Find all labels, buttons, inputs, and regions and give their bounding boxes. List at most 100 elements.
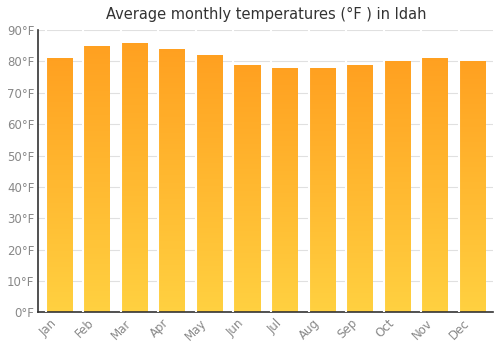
Bar xyxy=(346,285,373,288)
Bar xyxy=(158,265,186,268)
Bar xyxy=(422,190,448,193)
Bar xyxy=(196,238,223,240)
Bar xyxy=(83,238,110,240)
Bar xyxy=(121,137,148,140)
Bar xyxy=(83,86,110,89)
Bar xyxy=(459,71,486,74)
Bar xyxy=(234,300,260,302)
Bar xyxy=(158,286,186,289)
Bar xyxy=(346,114,373,117)
Bar xyxy=(158,141,186,144)
Bar xyxy=(271,305,298,308)
Bar xyxy=(384,298,411,300)
Bar xyxy=(308,107,336,109)
Bar xyxy=(234,189,260,191)
Bar xyxy=(308,193,336,195)
Bar xyxy=(83,184,110,187)
Bar xyxy=(46,206,72,208)
Bar xyxy=(234,112,260,114)
Bar xyxy=(46,272,72,274)
Bar xyxy=(271,251,298,254)
Bar xyxy=(271,200,298,202)
Bar xyxy=(422,218,448,221)
Bar xyxy=(459,92,486,94)
Bar xyxy=(121,97,148,99)
Bar xyxy=(384,144,411,147)
Bar xyxy=(46,244,72,246)
Bar xyxy=(196,222,223,225)
Bar xyxy=(308,264,336,266)
Bar xyxy=(158,241,186,244)
Bar xyxy=(234,186,260,189)
Bar xyxy=(121,269,148,272)
Bar xyxy=(196,220,223,222)
Bar xyxy=(271,131,298,134)
Bar xyxy=(308,217,336,219)
Bar xyxy=(384,159,411,162)
Bar xyxy=(121,94,148,97)
Bar xyxy=(196,158,223,161)
Bar xyxy=(46,122,72,124)
Bar xyxy=(121,164,148,167)
Bar xyxy=(384,287,411,290)
Bar xyxy=(384,182,411,184)
Bar xyxy=(46,145,72,147)
Bar xyxy=(384,127,411,129)
Bar xyxy=(384,152,411,154)
Bar xyxy=(46,124,72,127)
Bar xyxy=(459,169,486,172)
Bar xyxy=(459,282,486,285)
Bar xyxy=(308,173,336,175)
Bar xyxy=(121,180,148,183)
Bar xyxy=(459,215,486,217)
Bar xyxy=(422,150,448,152)
Bar xyxy=(158,99,186,102)
Bar xyxy=(459,77,486,79)
Bar xyxy=(308,256,336,259)
Bar xyxy=(422,158,448,160)
Bar xyxy=(422,84,448,86)
Bar xyxy=(234,211,260,213)
Bar xyxy=(308,232,336,234)
Bar xyxy=(271,293,298,295)
Bar xyxy=(121,204,148,207)
Bar xyxy=(308,104,336,107)
Bar xyxy=(346,119,373,121)
Bar xyxy=(234,203,260,206)
Bar xyxy=(46,94,72,97)
Bar xyxy=(196,281,223,284)
Bar xyxy=(121,202,148,204)
Bar xyxy=(234,154,260,156)
Bar xyxy=(271,129,298,131)
Bar xyxy=(234,87,260,89)
Bar xyxy=(384,84,411,86)
Bar xyxy=(83,304,110,307)
Bar xyxy=(196,287,223,289)
Bar xyxy=(196,251,223,253)
Bar xyxy=(83,214,110,216)
Bar xyxy=(384,207,411,210)
Bar xyxy=(459,298,486,300)
Bar xyxy=(121,277,148,280)
Bar xyxy=(271,90,298,92)
Bar xyxy=(158,178,186,181)
Bar xyxy=(158,57,186,60)
Bar xyxy=(422,198,448,201)
Bar xyxy=(46,119,72,122)
Bar xyxy=(459,295,486,298)
Bar xyxy=(234,72,260,75)
Bar xyxy=(346,258,373,260)
Bar xyxy=(234,273,260,275)
Bar xyxy=(83,160,110,163)
Bar xyxy=(46,152,72,155)
Bar xyxy=(459,202,486,204)
Bar xyxy=(271,173,298,175)
Bar xyxy=(158,152,186,154)
Bar xyxy=(459,127,486,129)
Bar xyxy=(158,231,186,233)
Bar xyxy=(346,154,373,156)
Bar xyxy=(46,180,72,183)
Bar xyxy=(234,114,260,117)
Bar xyxy=(121,191,148,194)
Bar xyxy=(46,168,72,170)
